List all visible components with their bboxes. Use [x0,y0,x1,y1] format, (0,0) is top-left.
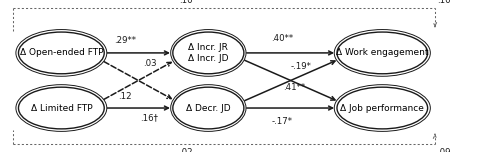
Ellipse shape [173,87,244,129]
Text: -.17*: -.17* [272,117,292,126]
Text: Δ Open-ended FTP: Δ Open-ended FTP [20,48,103,57]
Text: .03: .03 [142,59,156,68]
FancyArrowPatch shape [107,106,168,110]
FancyArrowPatch shape [246,51,332,55]
Text: .09: .09 [438,148,451,152]
Ellipse shape [337,32,428,74]
Text: .10: .10 [180,0,193,5]
Ellipse shape [18,32,104,74]
Ellipse shape [337,87,428,129]
Text: .29**: .29** [114,36,136,45]
Text: Δ Job performance: Δ Job performance [340,104,424,112]
Text: Δ Decr. JD: Δ Decr. JD [186,104,230,112]
FancyArrowPatch shape [104,62,171,99]
Text: Δ Limited FTP: Δ Limited FTP [30,104,92,112]
FancyArrowPatch shape [104,62,171,98]
Text: .40**: .40** [271,33,293,43]
Ellipse shape [170,29,246,76]
Ellipse shape [170,85,246,131]
FancyArrowPatch shape [246,106,332,110]
FancyArrowPatch shape [245,61,335,101]
Text: .16†: .16† [140,113,158,122]
Text: .02: .02 [180,148,193,152]
FancyArrowPatch shape [107,51,168,55]
Text: .41**: .41** [283,83,305,92]
FancyArrowPatch shape [245,60,335,100]
Text: Δ Incr. JR
Δ Incr. JD: Δ Incr. JR Δ Incr. JD [188,43,228,63]
Ellipse shape [334,85,430,131]
Text: Δ Work engagement: Δ Work engagement [336,48,428,57]
Ellipse shape [16,29,107,76]
Text: .10: .10 [438,0,451,5]
Text: .12: .12 [118,92,132,101]
Ellipse shape [18,87,104,129]
Ellipse shape [16,85,107,131]
Ellipse shape [173,32,244,74]
Ellipse shape [334,29,430,76]
Text: -.19*: -.19* [291,62,312,71]
